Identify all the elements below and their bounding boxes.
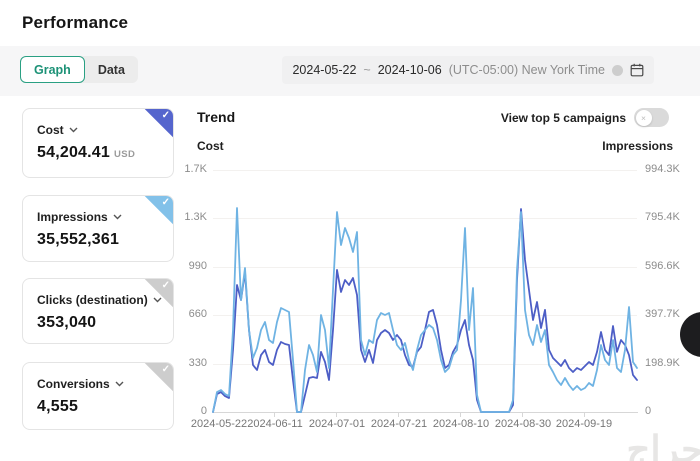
metric-selector[interactable]: Cost (37, 123, 78, 137)
y-right-tick: 795.4K (645, 211, 680, 223)
metric-card-impressions[interactable]: ✓ Impressions 35,552,361 (22, 195, 174, 262)
page-title: Performance (22, 13, 129, 32)
check-icon: ✓ (161, 280, 170, 291)
calendar-icon[interactable] (630, 63, 644, 77)
y-left-tick: 1.3K (184, 211, 207, 223)
metric-label: Conversions (37, 377, 110, 391)
x-axis-label: 2024-06-11 (247, 418, 303, 430)
watermark: حراج (626, 429, 700, 461)
gridline (213, 218, 637, 219)
y-right-tick: 397.7K (645, 308, 680, 320)
date-timezone: (UTC-05:00) New York Time (448, 63, 605, 77)
gridline (213, 315, 637, 316)
x-tick (336, 412, 337, 417)
toggle-knob: × (635, 109, 652, 126)
x-tick (522, 412, 523, 417)
x-axis-label: 2024-07-21 (370, 418, 428, 430)
y-left-tick: 660 (188, 308, 207, 320)
cost-line (212, 208, 638, 413)
x-tick (460, 412, 461, 417)
y-right-tick: 0 (645, 405, 652, 417)
metric-label: Impressions (37, 210, 108, 224)
metric-value: 353,040 (37, 314, 97, 331)
view-top-campaigns-toggle[interactable]: × (634, 108, 669, 127)
left-axis-title: Cost (197, 139, 224, 153)
metric-card-conversions[interactable]: ✓ Conversions 4,555 (22, 362, 174, 430)
y-left-tick: 330 (188, 357, 207, 369)
metric-label: Cost (37, 123, 64, 137)
x-axis-label: 2024-05-22 (190, 418, 248, 430)
metric-card-cost[interactable]: ✓ Cost 54,204.41 USD (22, 108, 174, 178)
tab-data[interactable]: Data (97, 62, 125, 77)
metric-selector[interactable]: Conversions (37, 377, 124, 391)
x-icon: × (641, 112, 646, 123)
x-axis-label: 2024-08-10 (432, 418, 490, 430)
metric-card-clicks[interactable]: ✓ Clicks (destination) 353,040 (22, 278, 174, 344)
metric-selector[interactable]: Impressions (37, 210, 122, 224)
y-right-tick: 198.9K (645, 357, 680, 369)
metric-unit: USD (113, 149, 136, 160)
y-left-tick: 990 (188, 260, 207, 272)
check-icon: ✓ (161, 110, 170, 121)
date-end: 2024-10-06 (377, 63, 442, 77)
metric-value: 54,204.41 (37, 144, 110, 161)
metric-value: 35,552,361 (37, 231, 120, 248)
check-icon: ✓ (161, 197, 170, 208)
metric-selector[interactable]: Clicks (destination) (37, 293, 162, 307)
chevron-down-icon (113, 214, 122, 220)
metric-label: Clicks (destination) (37, 293, 148, 307)
toolbar: Graph Data 2024-05-22 ~ 2024-10-06 (UTC-… (0, 46, 700, 96)
gridline (213, 170, 637, 171)
info-circle-icon (612, 64, 623, 76)
x-tick (274, 412, 275, 417)
right-axis-title: Impressions (602, 139, 673, 153)
gridline (213, 267, 637, 268)
check-icon: ✓ (161, 364, 170, 375)
trend-title: Trend (197, 109, 236, 125)
x-tick (398, 412, 399, 417)
gridline (213, 364, 637, 365)
date-range-picker[interactable]: 2024-05-22 ~ 2024-10-06 (UTC-05:00) New … (282, 56, 654, 84)
y-left-tick: 1.7K (184, 163, 207, 175)
x-axis-line (213, 412, 638, 413)
chevron-down-icon (69, 127, 78, 133)
tab-graph[interactable]: Graph (20, 56, 85, 83)
view-mode-tabs: Graph Data (20, 56, 138, 83)
date-start: 2024-05-22 (292, 63, 357, 77)
x-axis-label: 2024-09-19 (555, 418, 613, 430)
date-separator: ~ (363, 63, 371, 77)
chevron-down-icon (115, 381, 124, 387)
y-right-tick: 994.3K (645, 163, 680, 175)
chevron-down-icon (153, 297, 162, 303)
y-right-tick: 596.6K (645, 260, 680, 272)
x-tick (584, 412, 585, 417)
x-axis-label: 2024-08-30 (494, 418, 552, 430)
metric-value: 4,555 (37, 398, 79, 415)
impressions-line (212, 207, 638, 413)
floating-action-button[interactable] (680, 312, 700, 357)
x-axis-label: 2024-07-01 (308, 418, 366, 430)
view-top-campaigns-label: View top 5 campaigns (500, 110, 626, 125)
y-left-tick: 0 (200, 405, 207, 417)
